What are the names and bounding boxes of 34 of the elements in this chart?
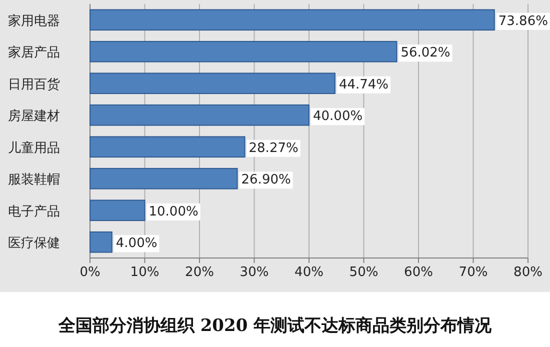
bar [90, 104, 310, 126]
y-tick-label: 服装鞋帽 [8, 172, 60, 188]
bar [90, 40, 398, 62]
data-label: 10.00% [148, 204, 198, 220]
data-label: 26.90% [241, 172, 291, 188]
bar [90, 231, 112, 253]
y-tick-label: 家用电器 [8, 12, 60, 29]
x-tick-label: 70% [458, 265, 488, 280]
x-tick-label: 10% [130, 265, 160, 280]
y-tick-label: 电子产品 [8, 204, 60, 220]
bar [90, 9, 495, 31]
bar [90, 168, 238, 190]
data-label: 28.27% [248, 140, 298, 156]
x-tick-label: 60% [404, 265, 433, 280]
y-tick-label: 医疗保健 [8, 236, 60, 252]
x-tick-label: 20% [185, 265, 214, 280]
y-tick-label: 房屋建材 [8, 108, 60, 124]
y-tick-label: 儿童用品 [8, 140, 60, 156]
bar [90, 136, 246, 158]
bar [90, 200, 146, 222]
x-tick-label: 80% [514, 265, 542, 280]
data-label: 56.02% [400, 46, 450, 61]
x-tick-label: 50% [349, 265, 378, 280]
bar [90, 72, 336, 94]
y-tick-label: 日用百货 [8, 77, 60, 92]
y-tick-label: 家居产品 [8, 44, 60, 61]
data-label: 44.74% [338, 77, 389, 92]
x-tick-label: 0% [80, 265, 100, 280]
x-tick-label: 30% [240, 265, 269, 280]
data-label: 4.00% [116, 236, 158, 252]
data-label: 73.86% [498, 14, 548, 29]
text: 全国部分消协组织 2020 年测试不达标商品类别分布情况 [57, 316, 493, 336]
data-label: 40.00% [313, 109, 363, 124]
x-tick-label: 40% [294, 265, 324, 280]
